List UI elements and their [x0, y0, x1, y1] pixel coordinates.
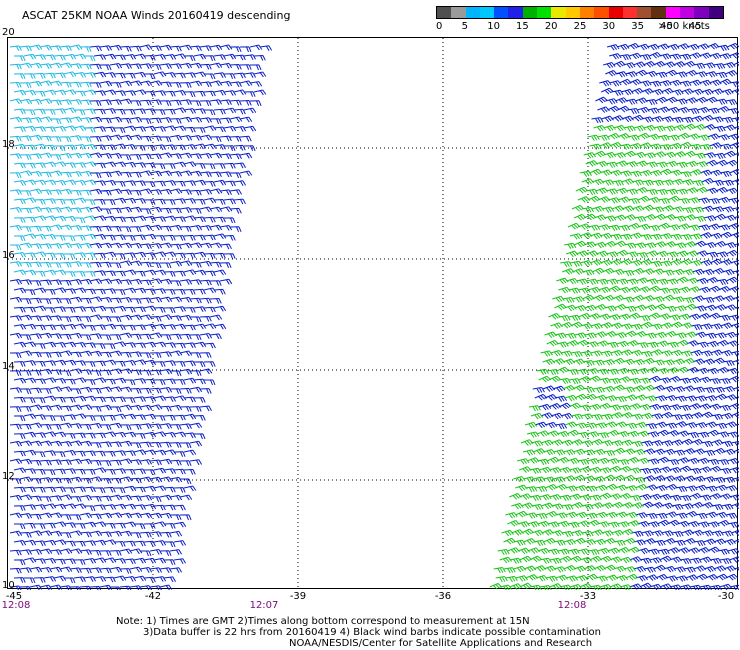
scale-segment — [494, 7, 509, 18]
wind-barbs-blue-west — [9, 44, 273, 590]
scale-label: 10 — [487, 21, 500, 32]
scale-label: 25 — [573, 21, 587, 32]
note-line-2: 3)Data buffer is 22 hrs from 20160419 4)… — [143, 627, 601, 638]
lon-label-minus39: -39 — [289, 591, 307, 602]
scale-segment — [665, 7, 681, 18]
time-label-east: 12:08 — [557, 600, 587, 611]
scale-label: >50 knots — [658, 21, 710, 32]
time-label-middle: 12:07 — [249, 600, 279, 611]
scale-segment — [608, 7, 623, 18]
scale-label: 35 — [631, 21, 644, 32]
scale-label: 5 — [461, 21, 468, 32]
scale-label: 40 — [660, 21, 673, 32]
scale-label: 15 — [516, 21, 529, 32]
scale-label: 45 — [688, 21, 702, 32]
wind-speed-scale-labels: 0 5 10 15 20 25 30 35 40 45 >50 knots — [436, 21, 736, 33]
lon-label-minus45: -45 — [5, 591, 23, 602]
scale-segment — [451, 7, 466, 18]
scale-segment — [479, 7, 495, 18]
scale-segment — [522, 7, 538, 18]
scale-label: 30 — [602, 21, 616, 32]
lat-label-16: 16 — [2, 250, 15, 261]
note-line-1: Note: 1) Times are GMT 2)Times along bot… — [116, 616, 530, 627]
note-line-3: NOAA/NESDIS/Center for Satellite Applica… — [289, 638, 593, 649]
wind-speed-color-scale — [436, 6, 724, 19]
scale-segment — [437, 7, 452, 18]
scale-segment — [694, 7, 709, 18]
wind-barbs-cyan-west — [9, 44, 97, 277]
wind-barb-map — [8, 38, 739, 590]
scale-segment — [594, 7, 609, 18]
lat-label-12: 12 — [2, 471, 15, 482]
scale-segment — [708, 7, 723, 18]
lat-label-18: 18 — [2, 139, 15, 150]
scale-segment — [565, 7, 580, 18]
lon-label-minus30: -30 — [717, 591, 735, 602]
lon-label-minus42: -42 — [144, 591, 162, 602]
lon-label-minus33: -33 — [579, 591, 597, 602]
lat-label-20: 20 — [2, 27, 15, 38]
scale-segment — [651, 7, 666, 18]
map-title: ASCAT 25KM NOAA Winds 20160419 descendin… — [22, 9, 291, 22]
scale-segment — [537, 7, 552, 18]
lon-label-minus36: -36 — [434, 591, 452, 602]
scale-segment — [579, 7, 595, 18]
time-label-west: 12:08 — [1, 600, 31, 611]
wind-map-frame — [7, 37, 739, 590]
scale-segment — [637, 7, 652, 18]
scale-segment — [622, 7, 638, 18]
wind-barbs-blue-east — [532, 42, 739, 590]
scale-segment — [680, 7, 695, 18]
scale-label: 0 — [436, 21, 443, 32]
scale-segment — [508, 7, 523, 18]
lat-label-14: 14 — [2, 361, 15, 372]
scale-segment — [465, 7, 480, 18]
scale-label: 20 — [544, 21, 558, 32]
lat-label-10: 10 — [2, 580, 15, 591]
scale-segment — [551, 7, 566, 18]
wind-barbs-green-east — [489, 123, 712, 590]
